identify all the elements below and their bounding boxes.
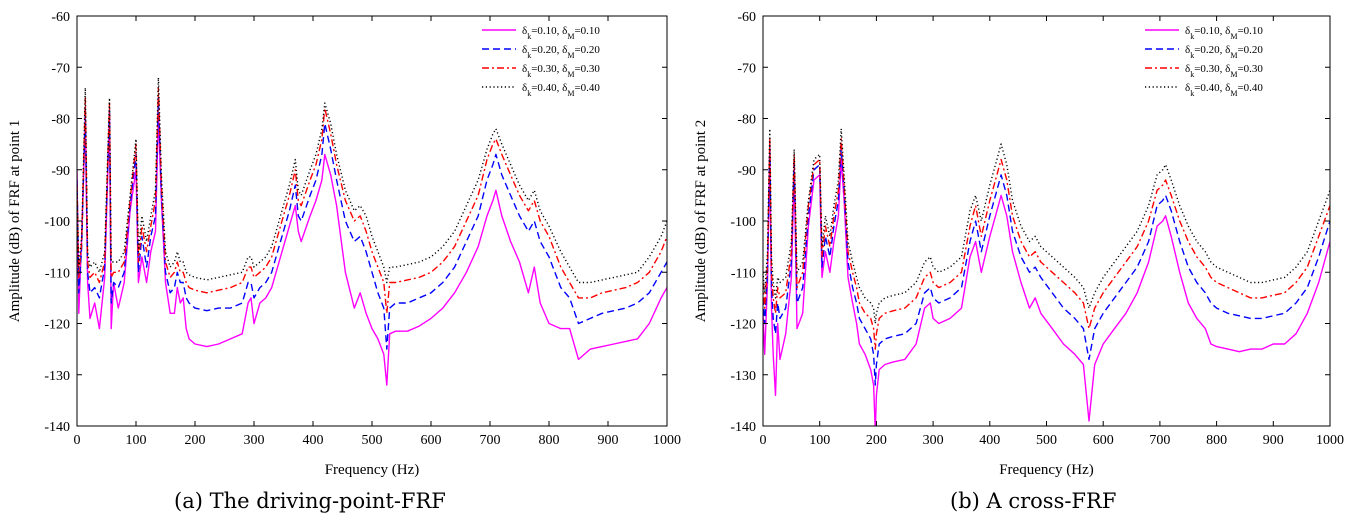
chart-1: 0 100 200 300 400 500 600 700 800 900 1000 -140 -130… [7,10,681,478]
x-tick-label: 700 [1149,433,1170,448]
x-tick-label: 900 [1263,433,1284,448]
legend-entry-3: δk=0.30, δM=0.30 [1185,63,1263,79]
x-tick-label: 200 [866,433,887,448]
x-tick-label: 1000 [1316,433,1344,448]
series-line-2 [77,97,667,350]
legend: δk=0.10, δM=0.10 δk=0.20, δM=0.20 δk=0.30,… [1145,25,1263,98]
series-line-4 [77,76,667,284]
x-tick-label: 400 [979,433,1000,448]
caption-a: (a) The driving-point-FRF [174,489,446,513]
legend: δk=0.10, δM=0.10 δk=0.20, δM=0.20 δk=0.30,… [482,25,600,98]
legend-entry-3: δk=0.30, δM=0.30 [522,63,600,79]
y-tick-label: -70 [51,61,70,76]
plot-frame [76,15,668,427]
y-tick-label: -140 [44,420,70,435]
x-tick-label: 900 [598,433,619,448]
x-tick-label: 800 [1206,433,1227,448]
legend-entry-2: δk=0.20, δM=0.20 [1185,44,1263,60]
chart-2: 0 100 200 300 400 500 600 700 800 900 1000 -140 -130… [693,10,1344,478]
series-line-2 [763,143,1330,386]
x-tick-label: 700 [480,433,501,448]
x-tick-label: 200 [185,433,206,448]
x-axis-label: Frequency (Hz) [325,462,420,478]
legend-entry-2: δk=0.20, δM=0.20 [522,44,600,60]
x-tick-label: 100 [126,433,147,448]
x-tick-label: 800 [539,433,560,448]
y-tick-label: -60 [737,10,756,25]
x-tick-label: 300 [244,433,265,448]
legend-entry-1: δk=0.10, δM=0.10 [522,25,600,41]
caption-b: (b) A cross-FRF [950,489,1117,513]
x-tick-label: 600 [1093,433,1114,448]
y-tick-label: -90 [737,164,756,179]
x-tick-label: 100 [809,433,830,448]
x-axis-label: Frequency (Hz) [999,462,1094,478]
y-tick-label: -140 [730,420,756,435]
y-tick-label: -60 [51,10,70,25]
x-tick-label: 400 [303,433,324,448]
y-tick-label: -110 [45,266,70,281]
x-tick-label: 500 [1036,433,1057,448]
x-tick-label: 300 [923,433,944,448]
x-tick-label: 500 [362,433,383,448]
y-tick-label: -80 [51,113,70,128]
legend-entry-4: δk=0.40, δM=0.40 [1185,82,1263,98]
y-tick-label: -130 [44,369,70,384]
y-tick-label: -120 [730,318,756,333]
series-line-4 [763,128,1330,325]
y-axis-label: Amplitude (dB) of FRF at point 1 [7,120,23,323]
y-tick-label: -70 [737,61,756,76]
y-tick-label: -90 [51,164,70,179]
plot-area [77,76,667,386]
series-line-3 [763,138,1330,350]
y-tick-label: -100 [44,215,70,230]
y-axis-label: Amplitude (dB) of FRF at point 2 [693,120,709,323]
y-tick-label: -100 [730,215,756,230]
series-line-1 [763,148,1330,426]
y-tick-label: -110 [731,266,756,281]
x-tick-label: 0 [74,433,81,448]
x-tick-label: 0 [760,433,767,448]
x-tick-label: 600 [421,433,442,448]
x-tick-label: 1000 [653,433,681,448]
y-tick-label: -80 [737,113,756,128]
legend-entry-4: δk=0.40, δM=0.40 [522,82,600,98]
y-tick-label: -130 [730,369,756,384]
legend-entry-1: δk=0.10, δM=0.10 [1185,25,1263,41]
plot-area [763,128,1330,426]
plot-frame [762,15,1331,427]
y-tick-label: -120 [44,318,70,333]
